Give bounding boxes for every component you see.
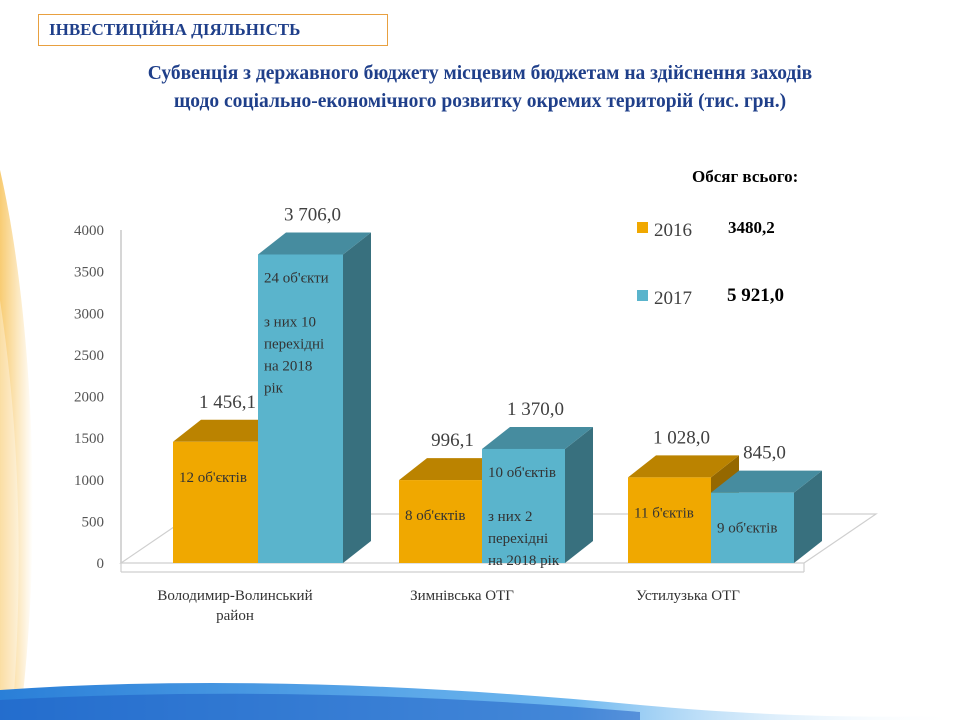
legend-swatch-2016 bbox=[637, 222, 648, 233]
bar-note-2017-0-5: рік bbox=[264, 380, 284, 396]
category-label-0-line-1: район bbox=[216, 608, 254, 624]
bar-2017-2-top bbox=[711, 470, 822, 493]
bar-2016-2 bbox=[628, 477, 711, 563]
bar-2017-1-top bbox=[482, 426, 593, 449]
value-label-2017-1: 1 370,0 bbox=[507, 399, 564, 420]
bar-2016-0-top bbox=[173, 419, 286, 442]
legend-swatch-2017 bbox=[637, 290, 648, 301]
left-swoosh-edge bbox=[0, 300, 19, 720]
bar-note-2017-0-0: 24 об'єкти bbox=[264, 270, 329, 286]
y-tick-label-6: 3000 bbox=[74, 306, 104, 322]
section-label: ІНВЕСТИЦІЙНА ДІЯЛЬНІСТЬ bbox=[38, 14, 388, 46]
y-tick-label-5: 2500 bbox=[74, 348, 104, 364]
bar-2017-0 bbox=[258, 254, 343, 563]
slide-title: Субвенція з державного бюджету місцевим … bbox=[40, 60, 920, 116]
bar-2017-1 bbox=[482, 448, 565, 563]
bar-note-2017-0-2: з них 10 bbox=[264, 314, 316, 330]
bar-2016-2-top bbox=[628, 455, 739, 478]
slide-title-line-1: Субвенція з державного бюджету місцевим … bbox=[147, 63, 813, 84]
y-tick-label-7: 3500 bbox=[74, 265, 104, 281]
category-label-1: Зимнівська ОТГ bbox=[410, 588, 514, 604]
value-label-2017-2: 845,0 bbox=[743, 443, 786, 464]
bar-2016-1 bbox=[399, 480, 482, 563]
y-tick-label-4: 2000 bbox=[74, 390, 104, 406]
value-label-2016-2: 1 028,0 bbox=[653, 427, 710, 448]
bar-2017-1-side bbox=[565, 426, 593, 563]
bar-note-2017-0-3: перехідні bbox=[264, 336, 324, 352]
bar-note-2017-1-2: з них 2 bbox=[488, 509, 532, 525]
y-tick-label-1: 500 bbox=[82, 514, 105, 530]
bar-note-2016-0-0: 12 об'єктів bbox=[179, 470, 247, 486]
bar-note-2017-1-0: 10 об'єктів bbox=[488, 465, 556, 481]
bottom-wave-highlight bbox=[0, 693, 640, 720]
y-tick-label-2: 1000 bbox=[74, 473, 104, 489]
value-label-2016-1: 996,1 bbox=[431, 430, 474, 451]
bar-2017-0-side bbox=[343, 232, 371, 563]
y-tick-label-8: 4000 bbox=[74, 223, 104, 239]
bar-note-2017-1-4: на 2018 рік bbox=[488, 553, 560, 569]
bar-2017-0-top bbox=[258, 232, 371, 255]
bar-2017-2 bbox=[711, 492, 794, 563]
y-tick-label-3: 1500 bbox=[74, 431, 104, 447]
bar-2016-0 bbox=[173, 441, 258, 563]
legend-label-2016: 2016 bbox=[654, 220, 692, 241]
legend-label-2017: 2017 bbox=[654, 288, 692, 309]
bar-note-2016-1-0: 8 об'єктів bbox=[405, 508, 465, 524]
bar-note-2016-2-0: 11 б'єктів bbox=[634, 505, 694, 521]
left-swoosh-decoration bbox=[0, 170, 33, 720]
legend-total-2016: 3480,2 bbox=[728, 218, 775, 237]
slide-title-line-2: щодо соціально-економічного розвитку окр… bbox=[173, 91, 787, 112]
bar-2017-2-side bbox=[794, 470, 822, 563]
bar-note-2017-1-3: перехідні bbox=[488, 531, 548, 547]
value-label-2016-0: 1 456,1 bbox=[199, 392, 256, 413]
legend-total-2017: 5 921,0 bbox=[727, 285, 784, 306]
category-label-0: Володимир-Волинський bbox=[157, 588, 312, 604]
category-label-2: Устилузька ОТГ bbox=[636, 588, 740, 604]
value-label-2017-0: 3 706,0 bbox=[284, 204, 341, 225]
y-tick-label-0: 0 bbox=[97, 556, 105, 572]
bar-note-2017-0-4: на 2018 bbox=[264, 358, 312, 374]
bar-note-2017-2-0: 9 об'єктів bbox=[717, 521, 777, 537]
legend-title: Обсяг всього: bbox=[692, 167, 798, 186]
